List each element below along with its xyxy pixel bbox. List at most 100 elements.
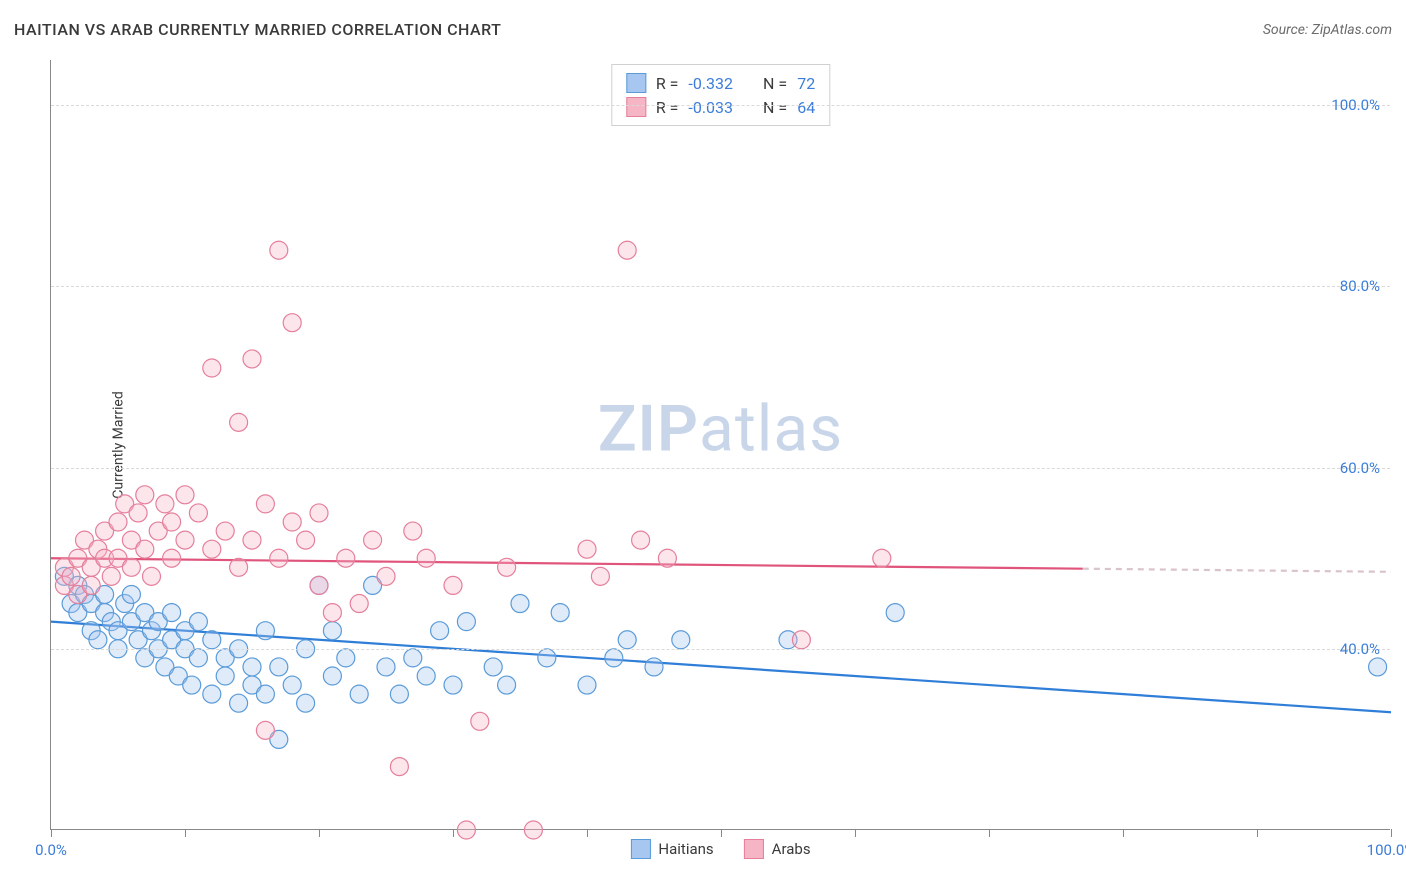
stats-legend-row: R =-0.033N =64 <box>626 95 815 119</box>
x-tick <box>1391 829 1392 837</box>
grid-line <box>51 105 1390 106</box>
scatter-point <box>283 513 301 531</box>
scatter-point <box>270 658 288 676</box>
scatter-point <box>122 585 140 603</box>
scatter-point <box>62 567 80 585</box>
y-tick-label: 60.0% <box>1340 459 1380 477</box>
scatter-point <box>183 676 201 694</box>
y-tick-label: 80.0% <box>1340 277 1380 295</box>
scatter-point <box>310 576 328 594</box>
scatter-point <box>230 413 248 431</box>
scatter-point <box>297 531 315 549</box>
series-legend-item: Haitians <box>630 839 713 859</box>
scatter-point <box>792 631 810 649</box>
stats-n-label: N = <box>763 98 787 117</box>
scatter-point <box>498 558 516 576</box>
grid-line <box>51 468 1390 469</box>
scatter-point <box>323 667 341 685</box>
scatter-point <box>203 359 221 377</box>
scatter-point <box>551 604 569 622</box>
scatter-point <box>310 504 328 522</box>
x-tick <box>319 829 320 837</box>
scatter-point <box>256 721 274 739</box>
scatter-point <box>256 495 274 513</box>
scatter-point <box>457 613 475 631</box>
stats-n-label: N = <box>763 74 787 93</box>
scatter-point <box>672 631 690 649</box>
scatter-point <box>618 241 636 259</box>
scatter-point <box>404 522 422 540</box>
scatter-point <box>471 712 489 730</box>
scatter-point <box>323 622 341 640</box>
scatter-point <box>297 694 315 712</box>
scatter-point <box>886 604 904 622</box>
x-tick <box>453 829 454 837</box>
scatter-point <box>102 567 120 585</box>
scatter-point <box>283 314 301 332</box>
legend-swatch <box>626 97 646 117</box>
scatter-point <box>605 649 623 667</box>
y-tick-label: 100.0% <box>1331 96 1380 114</box>
scatter-point <box>189 613 207 631</box>
stats-r-label: R = <box>656 98 679 117</box>
scatter-point <box>270 549 288 567</box>
grid-line <box>51 649 1390 650</box>
scatter-point <box>230 558 248 576</box>
scatter-point <box>390 685 408 703</box>
y-tick-label: 40.0% <box>1340 640 1380 658</box>
legend-swatch <box>626 73 646 93</box>
scatter-point <box>578 676 596 694</box>
scatter-point <box>136 540 154 558</box>
scatter-point <box>176 531 194 549</box>
stats-r-value: -0.332 <box>688 74 733 93</box>
scatter-point <box>364 531 382 549</box>
scatter-point <box>511 595 529 613</box>
scatter-point <box>243 658 261 676</box>
scatter-point <box>444 676 462 694</box>
scatter-point <box>377 658 395 676</box>
scatter-point <box>129 504 147 522</box>
stats-legend-row: R =-0.332N =72 <box>626 71 815 95</box>
stats-n-value: 72 <box>797 74 815 93</box>
scatter-point <box>390 758 408 776</box>
scatter-point <box>323 604 341 622</box>
scatter-point <box>618 631 636 649</box>
scatter-point <box>82 576 100 594</box>
scatter-point <box>243 531 261 549</box>
scatter-point <box>645 658 663 676</box>
scatter-point <box>203 540 221 558</box>
scatter-point <box>189 649 207 667</box>
x-tick <box>1123 829 1124 837</box>
scatter-point <box>337 549 355 567</box>
source-label: Source: ZipAtlas.com <box>1263 22 1392 38</box>
scatter-point <box>1369 658 1387 676</box>
scatter-point <box>417 667 435 685</box>
x-tick <box>1257 829 1258 837</box>
scatter-point <box>230 694 248 712</box>
scatter-point <box>632 531 650 549</box>
scatter-point <box>498 676 516 694</box>
scatter-point <box>163 604 181 622</box>
series-legend: Haitians Arabs <box>630 839 810 859</box>
scatter-point <box>163 549 181 567</box>
scatter-points-layer <box>51 60 1390 829</box>
scatter-point <box>578 540 596 558</box>
x-tick <box>185 829 186 837</box>
scatter-point <box>270 241 288 259</box>
series-legend-item: Arabs <box>744 839 811 859</box>
x-tick <box>721 829 722 837</box>
scatter-point <box>122 558 140 576</box>
scatter-point <box>163 513 181 531</box>
scatter-point <box>538 649 556 667</box>
stats-n-value: 64 <box>797 98 815 117</box>
chart-title: HAITIAN VS ARAB CURRENTLY MARRIED CORREL… <box>14 20 501 39</box>
scatter-point <box>350 685 368 703</box>
x-tick <box>587 829 588 837</box>
scatter-point <box>143 567 161 585</box>
scatter-point <box>591 567 609 585</box>
scatter-point <box>89 631 107 649</box>
scatter-point <box>484 658 502 676</box>
scatter-point <box>457 821 475 839</box>
scatter-point <box>216 667 234 685</box>
legend-swatch <box>630 839 650 859</box>
